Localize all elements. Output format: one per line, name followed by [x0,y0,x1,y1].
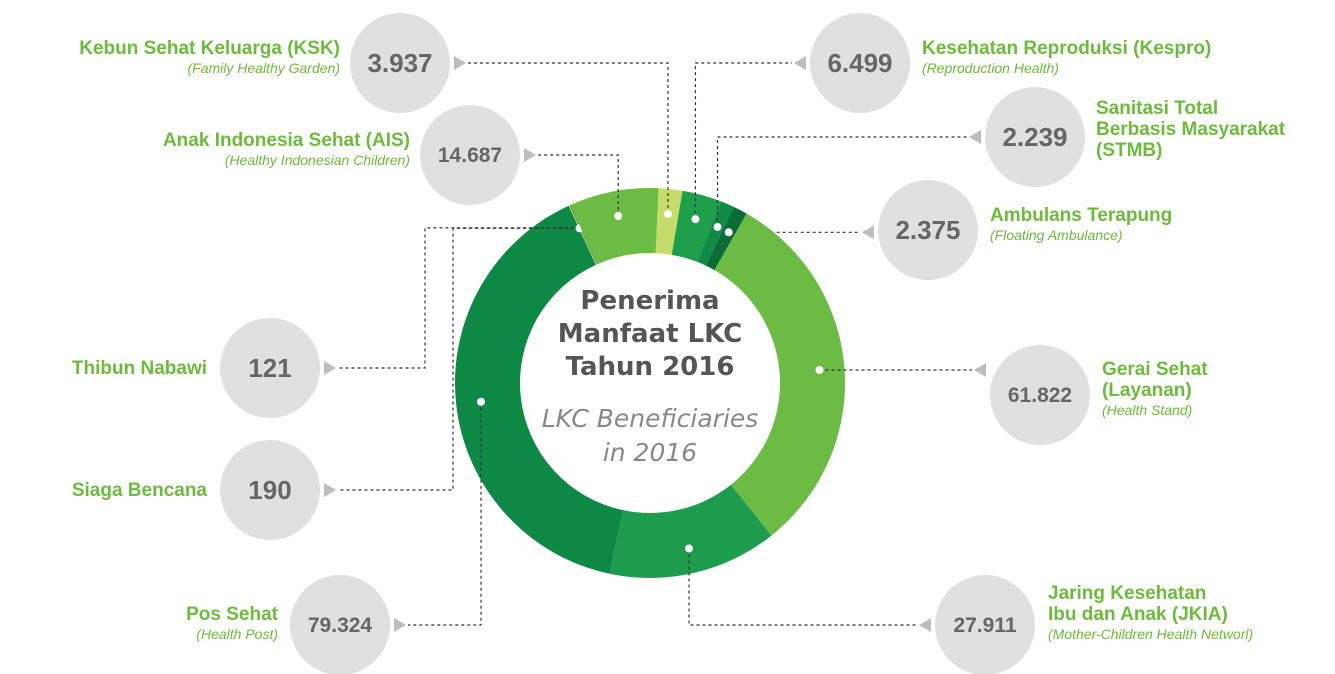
category-label: Kebun Sehat Keluarga (KSK) (Family Health… [79,38,340,77]
bubble-arrow [324,361,336,375]
leader-dot [691,215,700,224]
category-name: Kebun Sehat Keluarga (KSK) [79,38,340,59]
leader-dot [724,228,733,237]
donut-segment [671,190,722,262]
value-label: 2.239 [1002,122,1067,152]
category-subtitle: (Reproduction Health) [922,60,1059,76]
bubble-arrow [454,56,466,70]
value-bubble [420,105,520,205]
category-label: Pos Sehat (Health Post) [186,604,278,643]
leader-line [338,227,580,491]
leader-dot [614,211,623,220]
bubble-arrow [862,225,874,240]
bubble-arrow [969,130,981,144]
value-label: 6.499 [827,48,892,78]
bubble-arrow [919,618,931,632]
leader-line [408,401,482,626]
category-label: Jaring Kesehatan Ibu dan Anak (JKIA) (Mot… [1048,583,1253,643]
donut-segment [697,201,734,266]
value-label: 3.937 [367,48,432,78]
category-label: Kesehatan Reproduksi (Kespro) (Reproducti… [922,38,1211,77]
category-label: Siaga Bencana [72,480,207,501]
value-label: 121 [248,353,291,383]
leader-line [468,62,669,214]
category-label: Thibun Nabawi [72,358,207,379]
bubble-arrow [974,362,986,377]
value-bubble [290,575,390,674]
donut-segment [454,205,624,574]
value-label: 61.822 [1008,384,1072,407]
category-subtitle: (Health Stand) [1102,402,1193,418]
category-subtitle: (Mother-Children Health Networl) [1048,626,1254,642]
category-name: Siaga Bencana [71,480,207,501]
value-bubble [935,575,1035,674]
donut-segment [714,213,846,536]
leader-dot [663,209,672,218]
leader-dot [815,365,824,374]
leader-dot [713,222,722,231]
value-label: 79.324 [308,614,373,637]
category-label: Sanitasi Total Berbasis Masyarakat (STMB… [1096,98,1285,161]
leader-line [538,154,619,216]
donut-segment [609,484,772,578]
category-subtitle: (Family Healthy Garden) [187,60,341,76]
donut-segment [568,205,597,265]
value-bubble [985,87,1085,187]
category-name: Kesehatan Reproduksi (Kespro) [922,38,1212,59]
category-label: Gerai Sehat (Layanan) (Health Stand) [1102,359,1208,419]
leader-line [694,62,792,220]
category-name: Jaring Kesehatan Ibu dan Anak (JKIA) [1048,583,1228,625]
leader-dot [685,544,694,553]
donut-segment [655,188,683,255]
category-subtitle: (Health Post) [196,626,278,642]
category-name: Anak Indonesia Sehat (AIS) [162,130,410,151]
bubble-arrow [524,148,536,162]
donut-segment [570,187,659,265]
value-label: 27.911 [953,614,1016,637]
donut-segment [569,204,598,265]
value-bubble [878,180,978,280]
category-label: Anak Indonesia Sehat (AIS) (Healthy Indon… [163,130,410,169]
bubble-arrow [394,618,406,632]
value-bubble [350,13,450,113]
category-label: Ambulans Terapung (Floating Ambulance) [990,205,1172,244]
category-name: Sanitasi Total Berbasis Masyarakat (STMB… [1096,98,1286,161]
category-subtitle: (Healthy Indonesian Children) [224,152,410,168]
value-label: 190 [248,475,291,505]
bubble-arrow [794,56,806,70]
category-name: Pos Sehat [186,604,278,625]
leader-line [688,548,917,626]
value-bubble [220,318,320,418]
chart-title: Penerima Manfaat LKC Tahun 2016 [557,286,743,382]
category-name: Ambulans Terapung [990,205,1173,226]
category-subtitle: (Floating Ambulance) [990,227,1123,243]
value-bubble [990,345,1090,445]
value-bubble [810,13,910,113]
donut-segment [705,206,747,271]
leader-dot [477,397,486,406]
value-label: 2.375 [895,215,960,245]
bubble-arrow [324,483,336,497]
chart-subtitle: LKC Beneficiaries in 2016 [541,404,759,467]
category-name: Thibun Nabawi [71,358,207,379]
category-name: Gerai Sehat (Layanan) [1102,359,1208,401]
value-bubble [220,440,320,540]
value-label: 14.687 [438,144,502,167]
